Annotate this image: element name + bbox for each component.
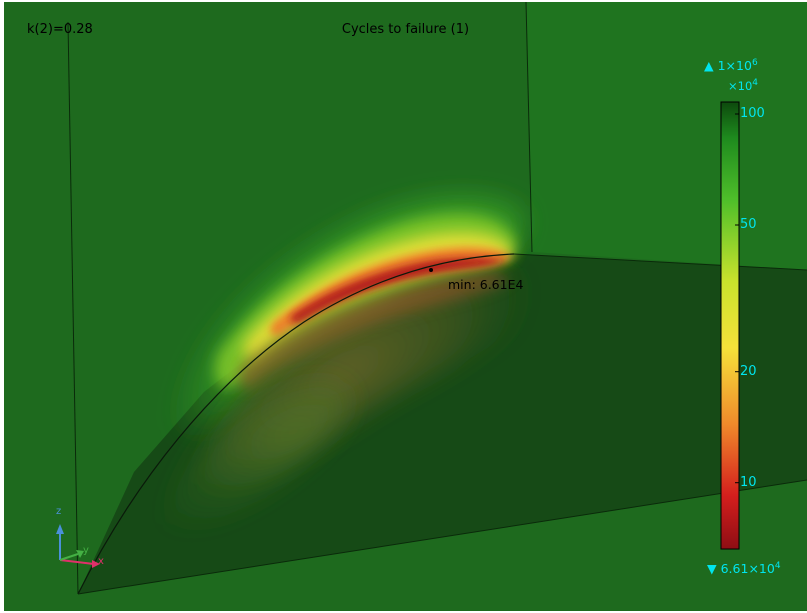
colorbar-min-base: 6.61×10	[720, 561, 775, 577]
axis-label-x: x	[98, 556, 104, 567]
floor-face	[78, 254, 807, 594]
field-lower-tail	[164, 380, 349, 527]
axis-label-z: z	[56, 506, 62, 517]
graphics-viewport[interactable]: k(2)=0.28 Cycles to failure (1) min: 6.6…	[4, 2, 807, 611]
min-triangle-icon: ▼	[707, 561, 717, 577]
parameter-label: k(2)=0.28	[27, 22, 93, 37]
edge-curved	[77, 253, 515, 595]
colorbar-tick-label: 100	[740, 106, 765, 121]
edge-top-floor	[513, 253, 807, 271]
colorbar-multiplier-exp: 4	[752, 78, 759, 88]
colorbar-tick-label: 10	[740, 474, 757, 490]
colorbar-multiplier: ×104	[728, 78, 758, 93]
axis-label-y: y	[83, 545, 89, 556]
colorbar-tick-label: 20	[740, 363, 757, 379]
max-triangle-icon: ▲	[704, 58, 714, 74]
back-wall-right	[526, 2, 807, 270]
edge-vertical-left	[67, 21, 79, 595]
colorbar-multiplier-base: ×10	[728, 78, 753, 93]
colorbar-gradient	[720, 101, 740, 550]
field-band-red	[290, 257, 506, 323]
min-annotation: min: 6.61E4	[448, 277, 524, 292]
axis-triad	[56, 524, 100, 568]
colorbar-tick-label: 50	[740, 216, 757, 232]
colorbar-ticks	[735, 113, 739, 484]
colorbar-max-base: 1×10	[717, 58, 752, 74]
colorbar-max-label: ▲ 1×106	[704, 58, 758, 73]
edge-vertical-right	[525, 2, 533, 253]
min-point-marker	[429, 268, 433, 272]
3d-scene[interactable]	[4, 2, 807, 611]
colorbar-min-label: ▼ 6.61×104	[707, 561, 781, 576]
field-band-below	[238, 272, 509, 390]
colorbar-max-exp: 6	[751, 58, 758, 68]
plot-title: Cycles to failure (1)	[341, 22, 470, 37]
edge-bottom-floor	[77, 479, 807, 595]
colorbar-min-exp: 4	[774, 561, 781, 571]
